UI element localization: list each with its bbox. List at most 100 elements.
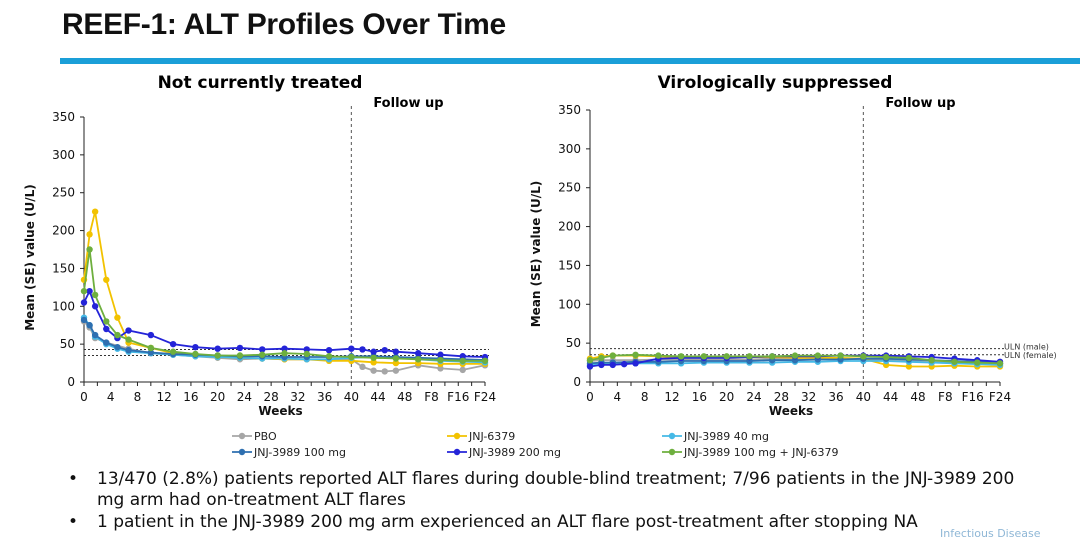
- x-tick-label: 16: [183, 390, 198, 404]
- data-point: [236, 344, 244, 352]
- data-point: [169, 340, 177, 348]
- series-line: [83, 249, 485, 362]
- data-point: [769, 353, 776, 360]
- x-tick-label: 12: [157, 390, 172, 404]
- data-point: [125, 347, 132, 354]
- x-axis-label: Weeks: [769, 404, 813, 418]
- data-point: [677, 353, 685, 360]
- x-tick-label: 40: [856, 390, 871, 404]
- follow-up-label: Follow up: [373, 96, 443, 111]
- uln-label: ULN (female): [1004, 351, 1057, 360]
- bullet-dot: •: [68, 469, 79, 489]
- y-tick-label: 300: [52, 148, 75, 162]
- data-point: [459, 366, 466, 374]
- legend-swatch-marker: [453, 432, 461, 440]
- x-tick-label: 0: [80, 390, 88, 404]
- data-point: [91, 291, 99, 299]
- footer-logo-text: Infectious Disease: [940, 527, 1041, 540]
- data-point: [147, 331, 155, 339]
- data-point: [392, 348, 400, 355]
- data-point: [860, 353, 867, 360]
- data-point: [359, 363, 366, 371]
- data-point: [392, 355, 400, 362]
- x-tick-label: 44: [883, 390, 898, 404]
- data-point: [86, 287, 93, 295]
- data-point: [381, 368, 388, 375]
- x-tick-label: F24: [989, 390, 1011, 404]
- data-point: [370, 354, 377, 361]
- legend-swatch-marker: [668, 432, 676, 440]
- x-tick-label: 36: [317, 390, 332, 404]
- data-point: [370, 359, 377, 366]
- chart-legend: PBO JNJ-6379 JNJ-3989 40 mg JNJ-3989 100 mg…: [232, 430, 838, 459]
- legend-label: JNJ-3989 100 mg + JNJ-6379: [683, 446, 838, 459]
- y-tick-label: 300: [558, 142, 581, 156]
- legend-label: JNJ-3989 40 mg: [683, 430, 769, 443]
- y-tick-label: 150: [52, 261, 75, 275]
- y-tick-label: 0: [573, 375, 581, 389]
- y-tick-label: 350: [52, 110, 75, 124]
- data-point: [80, 299, 88, 306]
- data-point: [236, 352, 244, 359]
- data-point: [723, 353, 730, 360]
- data-point: [91, 303, 99, 310]
- x-tick-label: F8: [938, 390, 953, 404]
- data-point: [147, 344, 155, 352]
- data-point: [414, 356, 422, 363]
- x-tick-label: 24: [237, 390, 252, 404]
- data-point: [359, 346, 366, 353]
- bullet-item: • 1 patient in the JNJ-3989 200 mg arm e…: [68, 512, 1028, 533]
- data-point: [437, 351, 444, 358]
- data-point: [91, 208, 99, 215]
- x-tick-label: 12: [664, 390, 679, 404]
- data-point: [598, 361, 605, 369]
- data-point: [791, 352, 799, 359]
- x-tick-label: 4: [107, 390, 115, 404]
- data-point: [325, 347, 333, 354]
- bullet-dot: •: [68, 512, 79, 532]
- data-point: [86, 322, 93, 329]
- x-tick-label: 48: [910, 390, 925, 404]
- series-line: [83, 319, 486, 361]
- data-point: [370, 348, 377, 355]
- uln-label: ULN (male): [1004, 343, 1049, 352]
- data-point: [700, 353, 708, 360]
- data-point: [481, 357, 489, 364]
- series-line: [83, 211, 485, 365]
- bullet-list: • 13/470 (2.8%) patients reported ALT fl…: [68, 469, 1028, 534]
- y-tick-label: 250: [52, 186, 75, 200]
- data-point: [837, 352, 844, 359]
- data-point: [214, 345, 221, 352]
- data-point: [192, 350, 199, 358]
- chart-title: Virologically suppressed: [658, 73, 893, 93]
- y-axis-label: Mean (SE) value (U/L): [23, 184, 37, 331]
- data-point: [169, 348, 177, 355]
- data-point: [609, 352, 616, 359]
- data-point: [125, 336, 132, 343]
- data-point: [437, 356, 444, 364]
- data-point: [125, 327, 132, 334]
- data-point: [192, 343, 199, 351]
- legend-swatch-marker: [668, 448, 676, 456]
- data-point: [632, 360, 639, 367]
- data-point: [459, 357, 466, 364]
- data-point: [951, 358, 958, 365]
- data-point: [381, 347, 388, 354]
- data-point: [114, 343, 121, 351]
- data-point: [746, 353, 753, 360]
- series-line: [589, 353, 1001, 365]
- charts-area: Not currently treated0501001502002503003…: [23, 73, 1057, 459]
- data-point: [91, 331, 99, 339]
- title-rule: [60, 58, 1080, 64]
- bullet-text: 1 patient in the JNJ-3989 200 mg arm exp…: [97, 512, 918, 532]
- y-tick-label: 0: [67, 375, 75, 389]
- x-tick-label: 8: [134, 390, 142, 404]
- page-title: REEF-1: ALT Profiles Over Time: [62, 8, 506, 41]
- x-tick-label: 40: [344, 390, 359, 404]
- data-point: [214, 352, 221, 359]
- y-tick-label: 200: [52, 224, 75, 238]
- data-point: [392, 367, 400, 374]
- data-point: [414, 350, 422, 357]
- x-tick-label: 32: [290, 390, 305, 404]
- data-point: [609, 361, 616, 369]
